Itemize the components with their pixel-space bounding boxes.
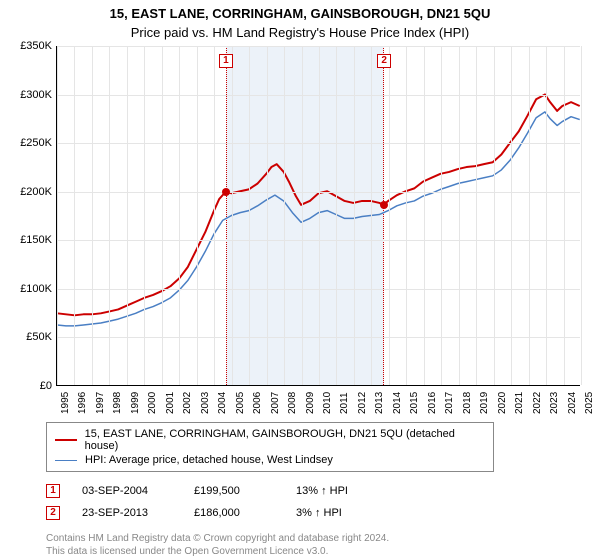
event-marker-2: 2 (46, 506, 60, 520)
legend-swatch-price-paid (55, 439, 77, 441)
legend-row-hpi: HPI: Average price, detached house, West… (55, 453, 485, 467)
chart-area: £0£50K£100K£150K£200K£250K£300K£350K 12 … (10, 46, 590, 416)
x-tick-label: 2006 (252, 392, 263, 414)
x-tick-label: 1996 (77, 392, 88, 414)
x-tick-label: 2013 (374, 392, 385, 414)
x-tick-label: 2011 (339, 392, 350, 414)
y-tick-label: £0 (40, 380, 52, 392)
x-tick-label: 2005 (235, 392, 246, 414)
legend-swatch-hpi (55, 460, 77, 461)
x-tick-label: 1995 (60, 392, 71, 414)
legend-label-price-paid: 15, EAST LANE, CORRINGHAM, GAINSBOROUGH,… (85, 428, 485, 452)
x-tick-label: 2020 (497, 392, 508, 414)
legend-box: 15, EAST LANE, CORRINGHAM, GAINSBOROUGH,… (46, 422, 494, 472)
event-marker-1: 1 (46, 484, 60, 498)
event-dot-2 (380, 201, 388, 209)
x-tick-label: 2002 (182, 392, 193, 414)
event-price-1: £199,500 (194, 485, 274, 497)
footnote: Contains HM Land Registry data © Crown c… (46, 532, 570, 558)
x-tick-label: 2015 (409, 392, 420, 414)
event-delta-2: 3% ↑ HPI (296, 507, 386, 519)
x-tick-label: 2010 (322, 392, 333, 414)
event-date-2: 23-SEP-2013 (82, 507, 172, 519)
chart-title-line2: Price paid vs. HM Land Registry's House … (0, 21, 600, 46)
y-tick-label: £50K (26, 331, 52, 343)
y-tick-label: £300K (20, 89, 52, 101)
legend-label-hpi: HPI: Average price, detached house, West… (85, 454, 333, 466)
y-tick-label: £200K (20, 186, 52, 198)
y-axis-labels: £0£50K£100K£150K£200K£250K£300K£350K (10, 46, 56, 386)
x-tick-label: 2009 (305, 392, 316, 414)
x-tick-label: 2024 (567, 392, 578, 414)
x-tick-label: 2021 (514, 392, 525, 414)
event-date-1: 03-SEP-2004 (82, 485, 172, 497)
y-tick-label: £250K (20, 137, 52, 149)
x-tick-label: 2004 (217, 392, 228, 414)
x-tick-label: 2019 (479, 392, 490, 414)
x-tick-label: 2014 (392, 392, 403, 414)
x-tick-label: 2018 (462, 392, 473, 414)
legend-row-price-paid: 15, EAST LANE, CORRINGHAM, GAINSBOROUGH,… (55, 427, 485, 453)
x-tick-label: 2000 (147, 392, 158, 414)
x-tick-label: 2017 (444, 392, 455, 414)
x-tick-label: 2008 (287, 392, 298, 414)
plot-area: 12 (56, 46, 580, 386)
chart-title-line1: 15, EAST LANE, CORRINGHAM, GAINSBOROUGH,… (0, 0, 600, 21)
event-row-1: 1 03-SEP-2004 £199,500 13% ↑ HPI (46, 480, 570, 502)
x-tick-label: 1999 (130, 392, 141, 414)
event-delta-1: 13% ↑ HPI (296, 485, 386, 497)
x-tick-label: 2003 (200, 392, 211, 414)
footnote-line1: Contains HM Land Registry data © Crown c… (46, 532, 570, 545)
y-tick-label: £350K (20, 40, 52, 52)
event-flag-2: 2 (377, 54, 391, 68)
footnote-line2: This data is licensed under the Open Gov… (46, 545, 570, 558)
y-tick-label: £100K (20, 283, 52, 295)
x-tick-label: 2001 (165, 392, 176, 414)
event-price-2: £186,000 (194, 507, 274, 519)
x-tick-label: 2023 (549, 392, 560, 414)
x-tick-label: 2016 (427, 392, 438, 414)
event-dot-1 (222, 188, 230, 196)
event-row-2: 2 23-SEP-2013 £186,000 3% ↑ HPI (46, 502, 570, 524)
x-tick-label: 2007 (270, 392, 281, 414)
x-tick-label: 1998 (112, 392, 123, 414)
x-tick-label: 1997 (95, 392, 106, 414)
y-tick-label: £150K (20, 234, 52, 246)
events-table: 1 03-SEP-2004 £199,500 13% ↑ HPI 2 23-SE… (46, 480, 570, 524)
x-tick-label: 2022 (532, 392, 543, 414)
x-tick-label: 2012 (357, 392, 368, 414)
x-tick-label: 2025 (584, 392, 595, 414)
event-flag-1: 1 (219, 54, 233, 68)
